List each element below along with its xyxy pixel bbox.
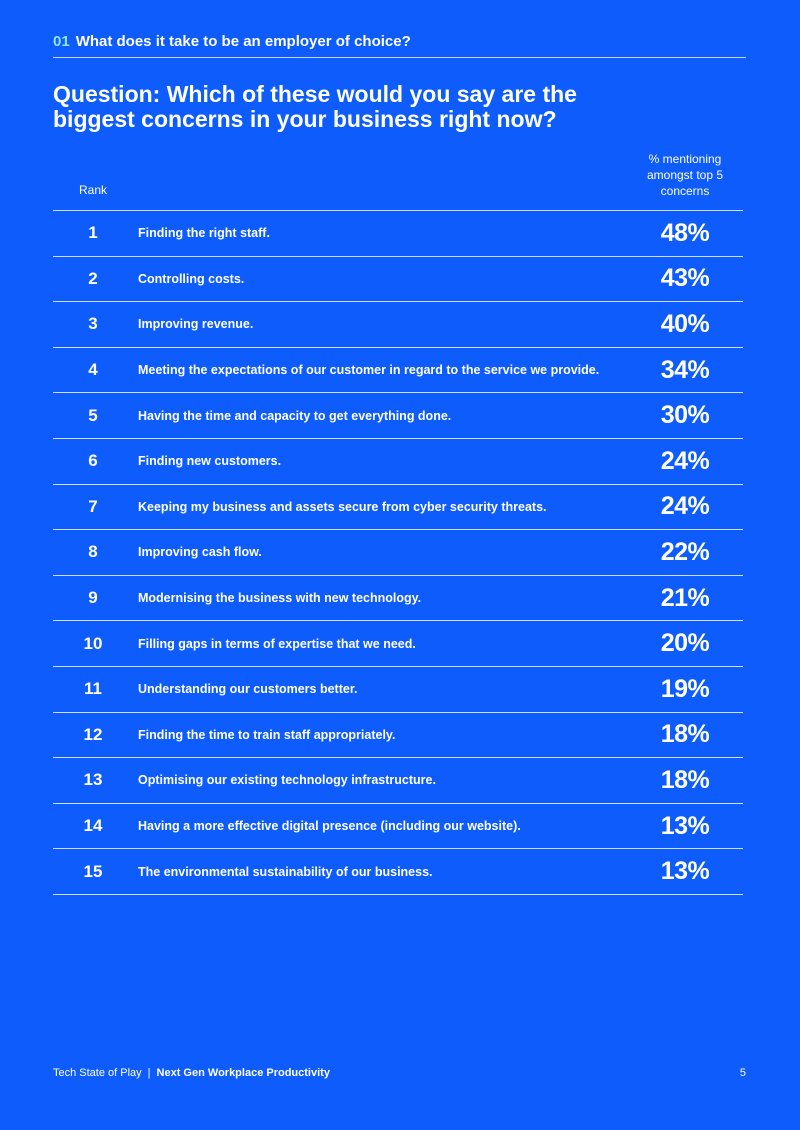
rank-column-header: Rank bbox=[78, 183, 107, 197]
rank-cell: 11 bbox=[84, 679, 102, 699]
percent-cell: 22% bbox=[660, 537, 710, 566]
question-line-1: Question: Which of these would you say a… bbox=[53, 81, 577, 107]
rank-cell: 15 bbox=[83, 861, 103, 881]
rank-cell: 12 bbox=[83, 724, 103, 744]
rank-cell: 1 bbox=[88, 223, 98, 243]
concern-cell: Understanding our customers better. bbox=[138, 682, 358, 697]
rank-cell: 3 bbox=[88, 314, 98, 334]
rank-cell: 9 bbox=[88, 588, 98, 608]
rank-cell: 5 bbox=[88, 405, 98, 425]
table-row: 11 Understanding our customers better. 1… bbox=[53, 667, 743, 713]
concern-cell: Optimising our existing technology infra… bbox=[138, 773, 436, 788]
percent-cell: 19% bbox=[660, 674, 710, 703]
concerns-table: 1 Finding the right staff. 48% 2 Control… bbox=[53, 211, 743, 895]
section-number: 01 bbox=[53, 33, 70, 50]
percent-header-line-2: amongst top 5 bbox=[646, 168, 724, 182]
table-row: 12 Finding the time to train staff appro… bbox=[53, 713, 743, 759]
percent-column-header: % mentioning amongst top 5 concerns bbox=[630, 151, 740, 199]
percent-cell: 13% bbox=[660, 857, 710, 886]
rank-cell: 4 bbox=[88, 360, 98, 380]
percent-cell: 18% bbox=[660, 765, 710, 794]
concern-cell: Finding new customers. bbox=[138, 454, 282, 469]
rank-cell: 13 bbox=[83, 770, 103, 790]
concern-cell: Improving cash flow. bbox=[138, 545, 262, 560]
rank-cell: 10 bbox=[83, 633, 103, 653]
percent-cell: 24% bbox=[660, 446, 710, 475]
page-footer: Tech State of Play | Next Gen Workplace Pr… bbox=[53, 1066, 330, 1080]
table-row: 10 Filling gaps in terms of expertise th… bbox=[53, 621, 743, 667]
table-row: 4 Meeting the expectations of our custom… bbox=[53, 348, 743, 394]
rank-cell: 2 bbox=[88, 268, 98, 288]
section-title: What does it take to be an employer of c… bbox=[75, 33, 411, 50]
percent-header-line-3: concerns bbox=[660, 184, 710, 198]
percent-cell: 21% bbox=[660, 583, 710, 612]
concern-cell: Having a more effective digital presence… bbox=[138, 819, 521, 834]
concern-cell: The environmental sustainability of our … bbox=[138, 864, 433, 879]
concern-cell: Keeping my business and assets secure fr… bbox=[138, 499, 547, 514]
table-row: 7 Keeping my business and assets secure … bbox=[53, 485, 743, 531]
report-title: Next Gen Workplace Productivity bbox=[156, 1067, 330, 1079]
page-number: 5 bbox=[739, 1067, 746, 1079]
concern-cell: Controlling costs. bbox=[138, 271, 245, 286]
percent-cell: 24% bbox=[660, 492, 710, 521]
percent-cell: 18% bbox=[660, 720, 710, 749]
rank-cell: 14 bbox=[83, 816, 103, 836]
percent-cell: 48% bbox=[660, 218, 710, 247]
table-row: 2 Controlling costs. 43% bbox=[53, 257, 743, 303]
footer-separator: | bbox=[147, 1067, 151, 1079]
table-row: 1 Finding the right staff. 48% bbox=[53, 211, 743, 257]
table-row: 3 Improving revenue. 40% bbox=[53, 302, 743, 348]
percent-cell: 13% bbox=[660, 811, 710, 840]
percent-cell: 43% bbox=[660, 264, 710, 293]
table-row: 15 The environmental sustainability of o… bbox=[53, 849, 743, 895]
concern-cell: Filling gaps in terms of expertise that … bbox=[138, 636, 416, 651]
table-row: 5 Having the time and capacity to get ev… bbox=[53, 393, 743, 439]
concern-cell: Finding the right staff. bbox=[138, 226, 270, 241]
table-row: 13 Optimising our existing technology in… bbox=[53, 758, 743, 804]
concern-cell: Having the time and capacity to get ever… bbox=[138, 408, 452, 423]
table-row: 6 Finding new customers. 24% bbox=[53, 439, 743, 485]
rank-cell: 6 bbox=[88, 451, 98, 471]
concern-cell: Finding the time to train staff appropri… bbox=[138, 727, 396, 742]
concern-cell: Improving revenue. bbox=[138, 317, 254, 332]
section-header: 01 What does it take to be an employer of… bbox=[53, 33, 746, 58]
table-row: 8 Improving cash flow. 22% bbox=[53, 530, 743, 576]
percent-cell: 34% bbox=[660, 355, 710, 384]
rank-cell: 7 bbox=[88, 496, 98, 516]
percent-cell: 40% bbox=[660, 309, 710, 338]
question-line-2: biggest concerns in your business right … bbox=[53, 106, 557, 132]
table-top-divider bbox=[53, 210, 743, 211]
publication-name: Tech State of Play bbox=[53, 1067, 142, 1079]
percent-cell: 30% bbox=[660, 401, 710, 430]
percent-cell: 20% bbox=[660, 629, 710, 658]
question-heading: Question: Which of these would you say a… bbox=[53, 82, 673, 132]
rank-cell: 8 bbox=[88, 542, 98, 562]
concern-cell: Modernising the business with new techno… bbox=[138, 591, 422, 606]
concern-cell: Meeting the expectations of our customer… bbox=[138, 363, 600, 378]
percent-header-line-1: % mentioning bbox=[648, 152, 722, 166]
table-row: 14 Having a more effective digital prese… bbox=[53, 804, 743, 850]
table-row: 9 Modernising the business with new tech… bbox=[53, 576, 743, 622]
